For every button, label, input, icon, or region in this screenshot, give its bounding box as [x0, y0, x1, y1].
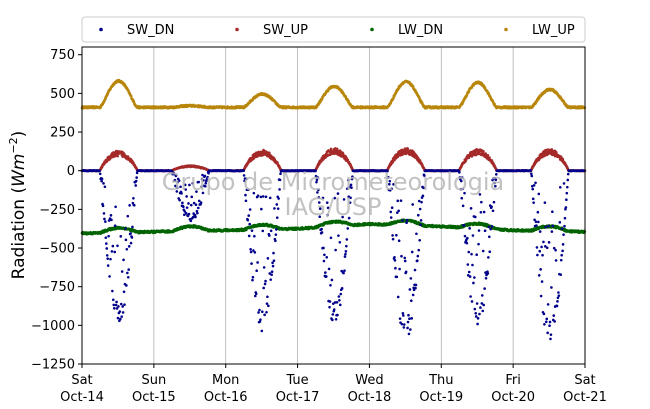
series-lw-up [80, 78, 587, 110]
data-point [482, 149, 485, 153]
data-point [484, 152, 487, 155]
data-point [329, 147, 333, 151]
data-point [467, 90, 471, 93]
data-point [129, 94, 133, 98]
data-point [486, 153, 490, 157]
data-series [80, 78, 587, 341]
grid-lines [153, 47, 514, 364]
data-point [335, 147, 339, 151]
data-point [116, 154, 120, 158]
data-point [344, 95, 348, 99]
series-lw-dn [80, 218, 587, 236]
